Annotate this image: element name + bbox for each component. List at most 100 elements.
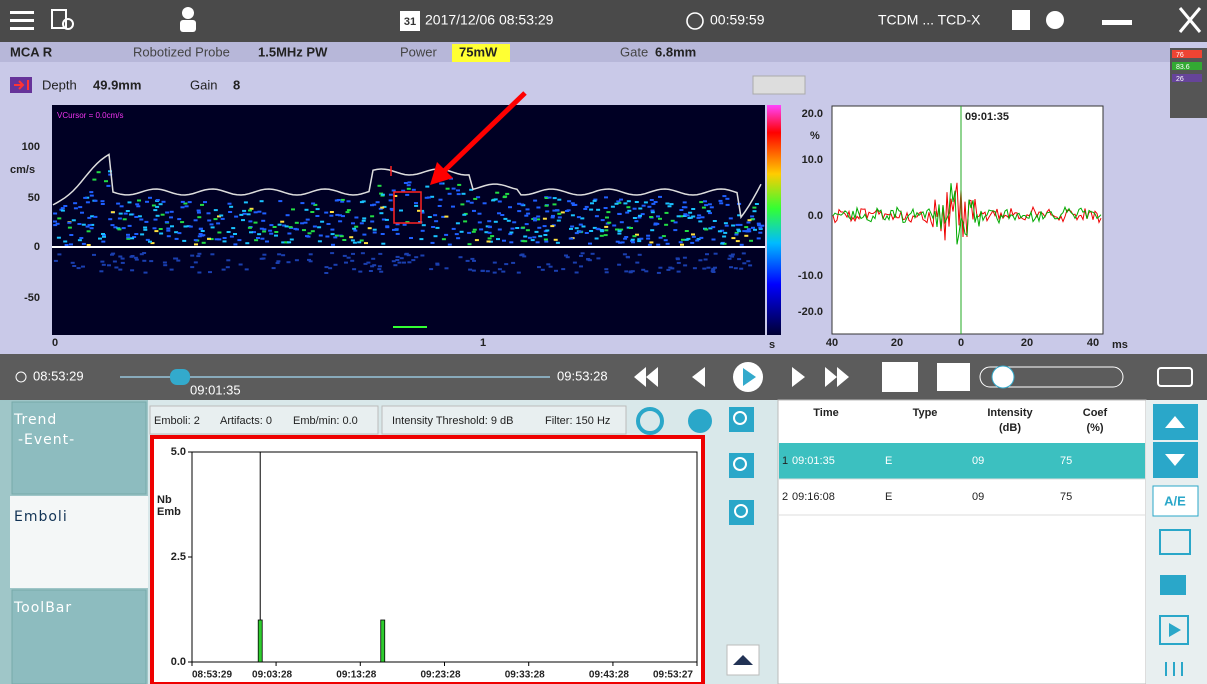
spectrum-speckle (90, 195, 94, 197)
zoom-in-button[interactable] (729, 407, 754, 432)
zoom-out-button[interactable] (729, 453, 754, 478)
spectrum-speckle (595, 238, 599, 240)
spectrum-speckle (704, 204, 708, 206)
spectrum-speckle (731, 225, 735, 227)
spectrum-speckle (121, 258, 125, 260)
spectrum-speckle (207, 220, 211, 222)
spectrum-speckle (557, 220, 561, 222)
y-tick-label: 5.0 (171, 446, 186, 458)
spectrum-speckle (463, 220, 467, 222)
spectrum-speckle (241, 219, 245, 221)
gate: 6.8mm (655, 44, 696, 59)
spectrum-speckle (287, 261, 291, 263)
spectrum-speckle (711, 226, 715, 228)
settings-button[interactable] (688, 409, 712, 433)
spectrum-speckle (231, 227, 235, 229)
volume-button[interactable] (937, 363, 970, 391)
spectrum-speckle (262, 212, 266, 214)
spectrum-speckle (404, 182, 408, 184)
spectrum-speckle (248, 220, 252, 222)
spectrum-speckle (635, 262, 639, 264)
spectrum-speckle (162, 201, 166, 203)
spectrum-speckle (354, 226, 358, 228)
spectrum-speckle (247, 213, 251, 215)
spectrum-speckle (512, 221, 516, 223)
spectrum-speckle (309, 253, 313, 255)
spectrum-speckle (757, 237, 761, 239)
report-icon[interactable] (1012, 10, 1030, 30)
spectrum-speckle (714, 253, 718, 255)
spectrum-speckle (74, 207, 78, 209)
spectrum-speckle (505, 193, 509, 195)
spectrum-speckle (373, 229, 377, 231)
spectrum-speckle (140, 233, 144, 235)
spectrum-speckle (170, 269, 174, 271)
zoom-fit-button[interactable] (729, 500, 754, 525)
spectrum-speckle (729, 255, 733, 257)
spectrum-speckle (638, 254, 642, 256)
spectrum-speckle (362, 217, 366, 219)
spectrum-speckle (362, 234, 366, 236)
spectrum-speckle (543, 234, 547, 236)
spectrum-speckle (201, 234, 205, 236)
spectrum-speckle (145, 201, 149, 203)
spectrum-speckle (629, 227, 633, 229)
spectrum-speckle (570, 226, 574, 228)
spectrum-speckle (143, 229, 147, 231)
spectrum-speckle (148, 197, 152, 199)
spectrum-speckle (203, 201, 207, 203)
volume-knob[interactable] (992, 366, 1014, 388)
spectrum-speckle (509, 232, 513, 234)
spectrum-speckle (739, 268, 743, 270)
spectrum-speckle (571, 214, 575, 216)
spectrum-speckle (646, 238, 650, 240)
spectrum-speckle (395, 259, 399, 261)
column-header: (dB) (999, 422, 1021, 434)
minimize-button[interactable] (1102, 20, 1132, 25)
spectrum-speckle (210, 223, 214, 225)
column-header: Intensity (987, 407, 1033, 419)
spectrum-speckle (256, 237, 260, 239)
spectrum-speckle (526, 208, 530, 210)
spectrum-speckle (381, 243, 385, 245)
bar (258, 620, 262, 662)
spectrum-speckle (427, 197, 431, 199)
spectrum-speckle (491, 199, 495, 201)
tab-label: Trend (13, 412, 57, 428)
spectrum-unit: cm/s (10, 164, 35, 176)
spectrum-speckle (497, 212, 501, 214)
cursor-label: VCursor = 0.0cm/s (57, 111, 123, 120)
emboli-table (778, 400, 1146, 684)
spectrum-speckle (369, 270, 373, 272)
probe-label: Robotized Probe (133, 44, 230, 59)
menu-icon[interactable] (10, 11, 34, 30)
spectrum-speckle (324, 272, 328, 274)
spectrum-speckle (457, 193, 461, 195)
spectrum-speckle (197, 272, 201, 274)
spectrum-speckle (569, 238, 573, 240)
spectrum-speckle (473, 198, 477, 200)
spectrum-speckle (683, 264, 687, 266)
marker-button[interactable] (882, 362, 918, 392)
spectrum-speckle (104, 180, 108, 182)
spectrum-speckle (331, 233, 335, 235)
screen: 31 2017/12/06 08:53:29 00:59:59 TCDM ...… (0, 0, 1207, 684)
spectrum-speckle (460, 231, 464, 233)
spectrum-speckle (695, 240, 699, 242)
spectrum-speckle (537, 266, 541, 268)
playback-knob[interactable] (170, 369, 190, 385)
audio-button[interactable] (753, 76, 805, 94)
table-cell: E (885, 455, 892, 467)
spectrum-speckle (124, 213, 128, 215)
spectrum-speckle (180, 221, 184, 223)
spectrum-speckle (468, 243, 472, 245)
spectrum-speckle (626, 256, 630, 258)
print-button[interactable] (1160, 575, 1186, 595)
spectrum-speckle (533, 200, 537, 202)
spectrum-speckle (130, 237, 134, 239)
spectrum-speckle (340, 235, 344, 237)
spectrum-speckle (335, 214, 339, 216)
settings-icon[interactable] (1046, 11, 1064, 29)
spectrum-speckle (135, 203, 139, 205)
spectrum-speckle (69, 234, 73, 236)
